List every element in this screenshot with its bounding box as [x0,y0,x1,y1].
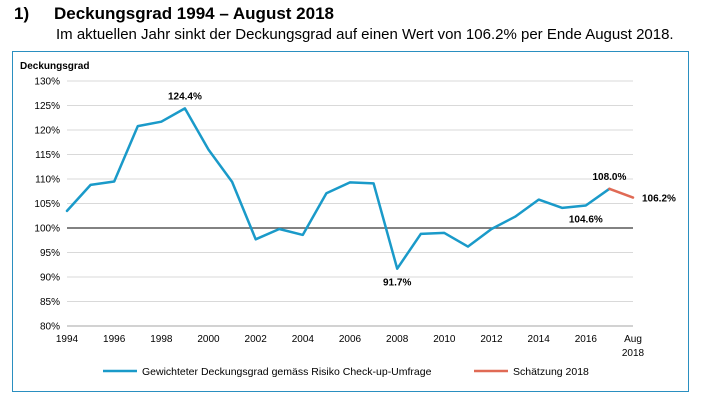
x-tick-sublabel: 2018 [622,348,645,359]
section-subtitle: Im aktuellen Jahr sinkt der Deckungsgrad… [56,26,674,43]
x-tick-label: 2008 [386,334,409,345]
y-axis: 80% 85% 90% 95% 100% 105% 110% 115% 120% 125% 130% [34,77,60,333]
series [65,107,635,270]
y-tick-label: 80% [40,322,60,333]
series-line-estimate-2018 [608,187,635,199]
y-tick-label: 120% [34,126,60,137]
data-label: 91.7% [383,278,411,289]
data-labels: 124.4% 91.7% 108.0% 104.6% 106.2% [168,91,676,288]
x-tick-label: 2012 [480,334,503,345]
chart-frame [12,51,689,392]
section-number: 1) [14,4,30,23]
x-tick-label: 2010 [433,334,456,345]
y-tick-label: 115% [35,150,60,161]
x-tick-label: 2014 [528,334,551,345]
series-line-weighted-coverage [65,107,611,270]
x-tick-label: 2006 [339,334,362,345]
y-tick-label: 130% [34,77,60,88]
y-tick-label: 95% [40,248,60,259]
y-tick-label: 90% [40,273,60,284]
x-tick-label: 1998 [150,334,173,345]
x-axis: 1994 1996 1998 2000 2002 2004 2006 2008 2010 2012… [56,325,645,359]
data-label: 106.2% [642,194,676,205]
x-tick-label: Aug [624,334,642,345]
x-tick-label: 2004 [292,334,315,345]
legend-label-estimate-2018: Schätzung 2018 [513,366,589,378]
data-label: 124.4% [168,91,202,102]
y-tick-label: 105% [34,199,60,210]
y-tick-label: 110% [35,175,60,186]
y-tick-label: 100% [34,224,60,235]
y-tick-label: 125% [34,101,60,112]
x-tick-label: 2000 [197,334,220,345]
x-tick-label: 1994 [56,334,79,345]
section-title: Deckungsgrad 1994 – August 2018 [54,4,334,23]
y-axis-title: Deckungsgrad [20,61,89,72]
x-tick-label: 2016 [575,334,598,345]
data-label: 104.6% [569,214,603,225]
section-heading: 1) Deckungsgrad 1994 – August 2018 [14,4,334,24]
gridlines [67,80,633,327]
legend-label-weighted-coverage: Gewichteter Deckungsgrad gemäss Risiko C… [142,366,432,378]
x-tick-label: 2002 [245,334,268,345]
legend: Gewichteter Deckungsgrad gemäss Risiko C… [103,366,589,378]
y-tick-label: 85% [40,297,60,308]
data-label: 108.0% [592,172,626,183]
x-tick-label: 1996 [103,334,126,345]
